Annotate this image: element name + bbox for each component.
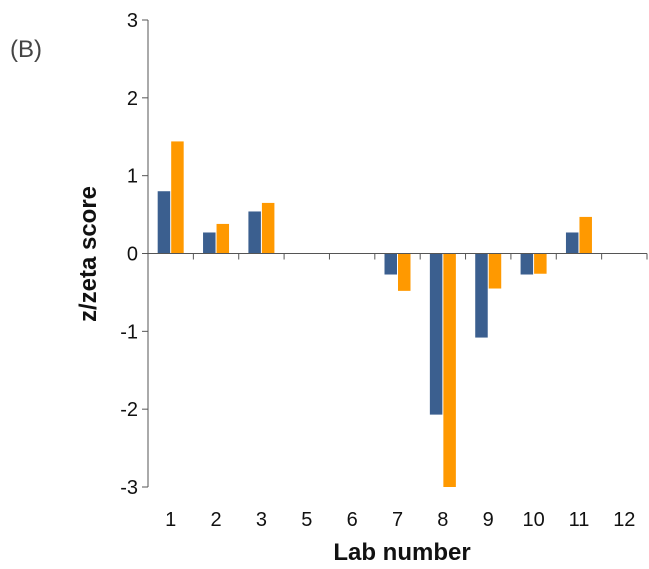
x-tick-label: 1 (165, 509, 176, 531)
bar-series1-lab-7 (384, 253, 397, 275)
y-tick-label: 0 (127, 244, 138, 266)
axes-group (142, 19, 648, 488)
bar-series1-lab-10 (520, 253, 534, 275)
x-axis-title: Lab number (333, 539, 470, 566)
bar-series1-lab-1 (157, 191, 171, 254)
bar-series1-lab-11 (565, 232, 579, 254)
y-tick-label: 2 (127, 88, 138, 110)
bar-series2-lab-10 (534, 253, 547, 274)
x-tick-label: 8 (437, 509, 448, 531)
bar-series1-lab-8 (429, 253, 443, 415)
bar-series2-lab-7 (398, 253, 411, 291)
bar-series2-lab-11 (579, 216, 592, 254)
bar-series2-lab-9 (488, 253, 502, 289)
bars-group (157, 141, 592, 487)
x-tick-label: 11 (569, 509, 590, 531)
panel-label: (B) (10, 36, 42, 63)
x-tick-label: 3 (256, 509, 267, 531)
y-tick-label: -3 (120, 477, 138, 499)
x-tick-label: 9 (483, 509, 494, 531)
x-tick-label: 12 (613, 509, 635, 531)
x-tick-label: 2 (210, 509, 221, 531)
y-tick-label: 1 (127, 166, 138, 188)
y-axis-title: z/zeta score (75, 186, 102, 322)
bar-series2-lab-8 (443, 253, 456, 487)
bar-series2-lab-1 (171, 141, 184, 254)
y-tick-label: -1 (120, 321, 138, 343)
bar-series1-lab-3 (248, 211, 261, 254)
x-tick-label: 10 (522, 509, 544, 531)
bar-series1-lab-9 (475, 253, 488, 338)
x-tick-label: 5 (301, 509, 312, 531)
y-tick-label: 3 (127, 10, 138, 32)
bar-series2-lab-3 (261, 202, 275, 254)
bar-series1-lab-2 (203, 232, 216, 254)
x-tick-label: 7 (392, 509, 403, 531)
bar-series2-lab-2 (216, 223, 230, 254)
y-tick-label: -2 (120, 399, 138, 421)
x-tick-label: 6 (347, 509, 358, 531)
